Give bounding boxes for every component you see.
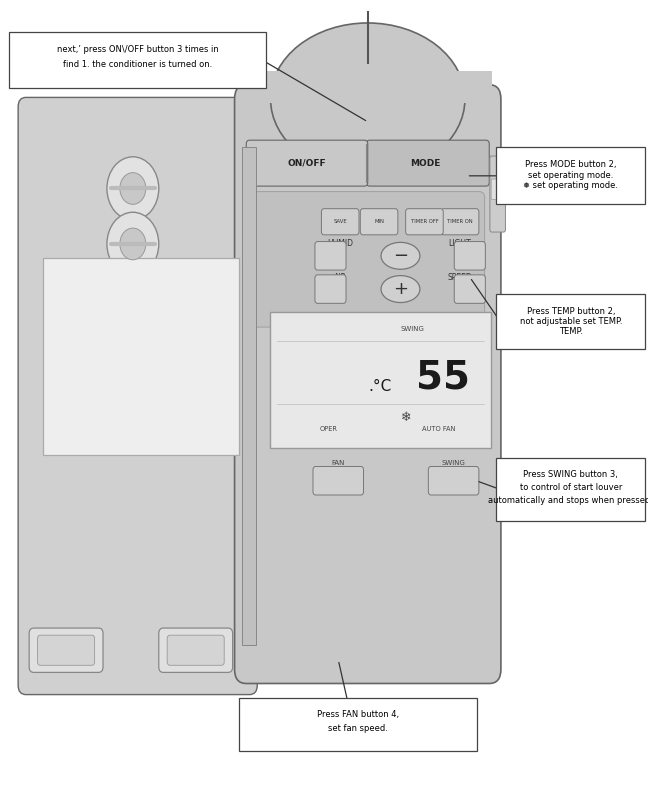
Text: FAN: FAN [332, 460, 345, 466]
FancyBboxPatch shape [496, 147, 645, 204]
Text: automatically and stops when pressed.: automatically and stops when pressed. [489, 496, 648, 505]
Text: Press SWING button 3,: Press SWING button 3, [524, 470, 618, 479]
Text: −: − [393, 247, 408, 265]
FancyBboxPatch shape [159, 628, 233, 672]
Ellipse shape [381, 242, 420, 269]
Text: ❅ set operating mode.: ❅ set operating mode. [524, 181, 618, 190]
FancyBboxPatch shape [167, 635, 224, 665]
Circle shape [107, 212, 159, 276]
Text: LIGHT: LIGHT [448, 239, 472, 249]
Text: find 1. the conditioner is turned on.: find 1. the conditioner is turned on. [63, 60, 213, 69]
Text: set fan speed.: set fan speed. [328, 724, 388, 733]
Text: Press FAN button 4,: Press FAN button 4, [317, 710, 399, 719]
Text: 55: 55 [416, 359, 470, 397]
Text: SAVE: SAVE [333, 219, 347, 224]
Text: next,’ press ON\/OFF button 3 times in: next,’ press ON\/OFF button 3 times in [57, 45, 218, 54]
FancyBboxPatch shape [491, 179, 504, 200]
Text: to control of start louver: to control of start louver [520, 483, 622, 492]
Ellipse shape [381, 276, 420, 303]
FancyBboxPatch shape [496, 294, 645, 349]
Bar [243, 71, 492, 103]
Text: MIN: MIN [374, 219, 384, 224]
Text: AUTO FAN: AUTO FAN [422, 426, 456, 432]
Text: set operating mode.: set operating mode. [528, 170, 614, 180]
FancyBboxPatch shape [235, 85, 501, 683]
FancyBboxPatch shape [441, 208, 479, 234]
Text: ❄: ❄ [400, 411, 411, 424]
FancyBboxPatch shape [313, 466, 364, 495]
Text: TIMER OFF: TIMER OFF [411, 219, 438, 224]
FancyBboxPatch shape [454, 275, 485, 303]
FancyBboxPatch shape [18, 97, 257, 695]
Text: Press MODE button 2,: Press MODE button 2, [525, 160, 617, 169]
FancyBboxPatch shape [496, 458, 645, 521]
FancyBboxPatch shape [38, 635, 95, 665]
Circle shape [120, 173, 146, 204]
FancyBboxPatch shape [251, 192, 485, 327]
FancyBboxPatch shape [29, 628, 103, 672]
Text: ON/OFF: ON/OFF [288, 158, 327, 168]
Text: .°C: .°C [369, 379, 392, 394]
FancyBboxPatch shape [406, 208, 443, 234]
FancyBboxPatch shape [367, 140, 489, 186]
Text: SPEED: SPEED [448, 272, 472, 282]
Circle shape [107, 157, 159, 220]
Text: AIR: AIR [334, 272, 347, 282]
FancyBboxPatch shape [242, 147, 256, 645]
Text: MODE: MODE [410, 158, 441, 168]
FancyBboxPatch shape [270, 312, 491, 448]
Text: not adjustable set TEMP.: not adjustable set TEMP. [520, 317, 622, 326]
FancyBboxPatch shape [315, 242, 346, 270]
FancyBboxPatch shape [428, 466, 479, 495]
Circle shape [120, 228, 146, 260]
FancyBboxPatch shape [315, 275, 346, 303]
FancyBboxPatch shape [239, 698, 477, 751]
Text: HUMID: HUMID [327, 239, 353, 249]
Text: Press TEMP button 2,: Press TEMP button 2, [527, 307, 615, 315]
FancyBboxPatch shape [9, 32, 266, 88]
FancyBboxPatch shape [454, 242, 485, 270]
FancyBboxPatch shape [490, 156, 505, 232]
Text: +: + [393, 280, 408, 298]
Text: TEMP.: TEMP. [559, 326, 583, 336]
FancyBboxPatch shape [43, 258, 239, 455]
Ellipse shape [270, 23, 465, 175]
Text: SWING: SWING [442, 460, 465, 466]
FancyBboxPatch shape [246, 140, 368, 186]
Text: SWING: SWING [400, 326, 424, 333]
FancyBboxPatch shape [360, 208, 398, 234]
Text: OPER: OPER [319, 426, 338, 432]
Text: TIMER ON: TIMER ON [447, 219, 473, 224]
FancyBboxPatch shape [321, 208, 359, 234]
